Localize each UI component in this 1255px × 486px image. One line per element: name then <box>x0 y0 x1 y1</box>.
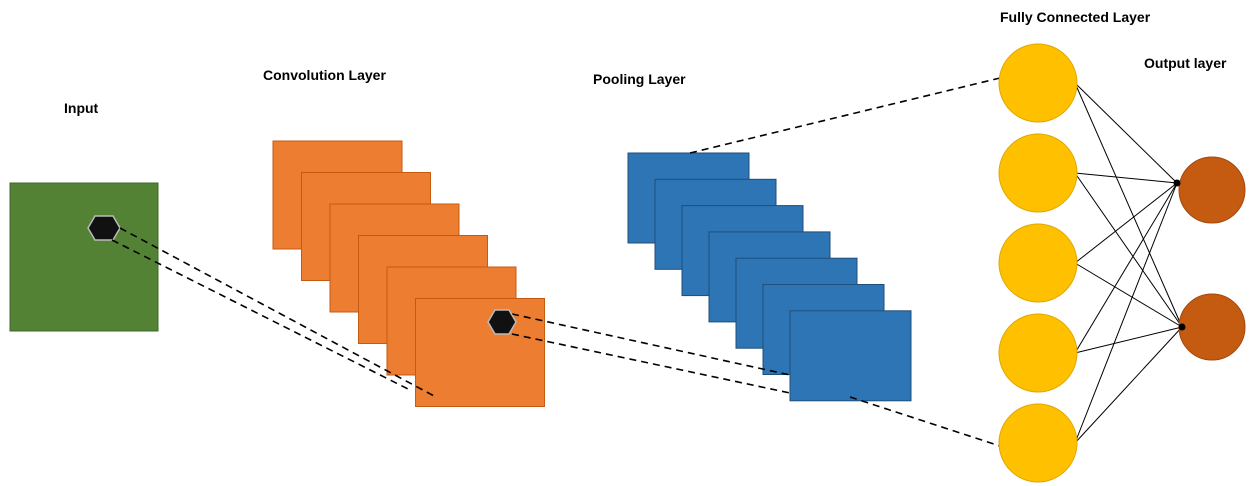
fc-output-connection <box>1074 262 1183 328</box>
output-junction-dot <box>1178 323 1186 331</box>
pool-to-fc-line-top <box>689 77 1001 154</box>
pool-feature-map <box>789 310 912 402</box>
fc-output-connections <box>1074 82 1183 444</box>
fully-connected-label: Fully Connected Layer <box>1000 9 1151 25</box>
fc-neuron <box>998 403 1078 483</box>
output-neuron <box>1178 293 1246 361</box>
input-kernel-hexagon <box>87 215 121 241</box>
pooling-label: Pooling Layer <box>593 71 686 87</box>
output-layer <box>1173 156 1246 361</box>
fc-output-connection <box>1074 172 1178 184</box>
fc-output-connection <box>1074 326 1183 444</box>
input-label: Input <box>64 100 99 116</box>
input-to-conv-line-bottom <box>111 239 411 391</box>
input-map <box>9 182 159 332</box>
input-layer <box>9 182 159 332</box>
fully-connected-layer <box>998 43 1078 483</box>
pooling-layer <box>627 152 912 402</box>
fc-output-connection <box>1074 172 1183 328</box>
conv-feature-map <box>415 298 545 407</box>
output-neuron <box>1178 156 1246 224</box>
convolution-layer <box>272 140 545 407</box>
fc-output-connection <box>1074 326 1183 354</box>
fc-output-connection <box>1074 182 1178 354</box>
output-label: Output layer <box>1144 55 1227 71</box>
fc-neuron <box>998 223 1078 303</box>
fc-output-connection <box>1074 182 1178 444</box>
fc-output-connection <box>1074 82 1183 328</box>
fc-output-connection <box>1074 182 1178 264</box>
fc-output-connection <box>1074 82 1178 184</box>
convolution-label: Convolution Layer <box>263 67 386 83</box>
projection-lines <box>111 77 1001 447</box>
fc-neuron <box>998 313 1078 393</box>
fc-neuron <box>998 43 1078 123</box>
conv-kernel-hexagon <box>487 309 517 335</box>
output-junction-dot <box>1173 179 1181 187</box>
pool-to-fc-line-bottom <box>849 396 1001 447</box>
fc-neuron <box>998 133 1078 213</box>
